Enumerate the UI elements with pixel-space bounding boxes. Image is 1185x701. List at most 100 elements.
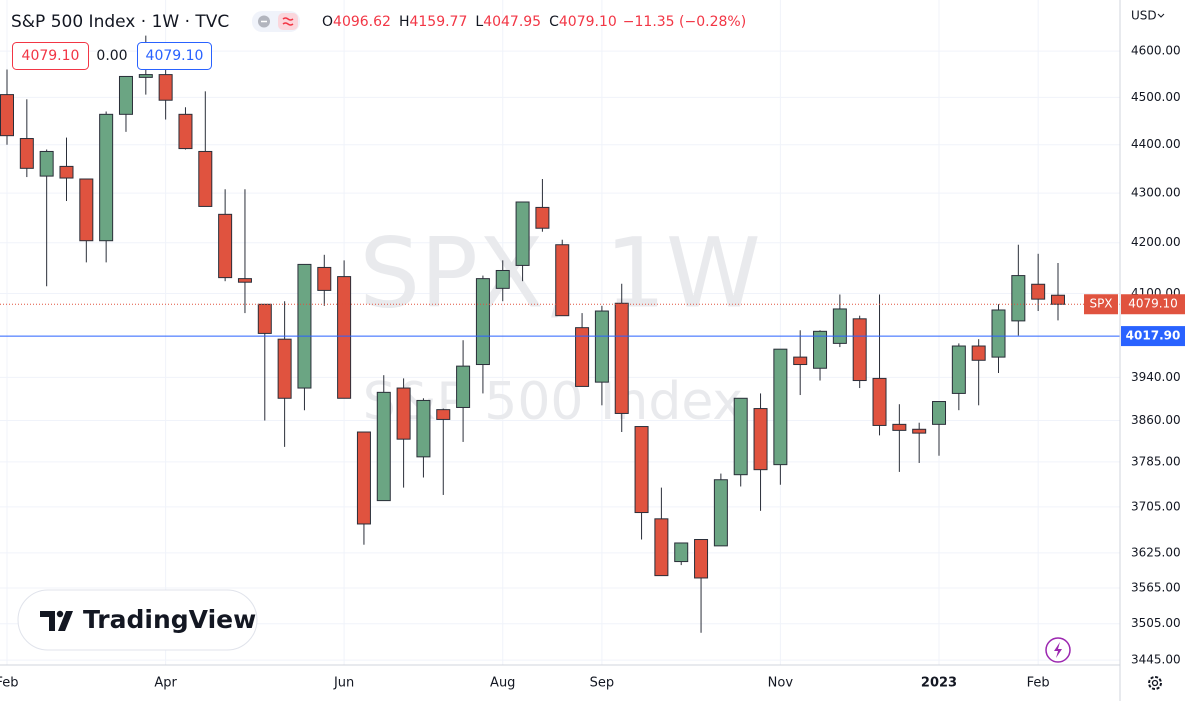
x-tick-label: Jun — [333, 676, 354, 691]
candle-body — [218, 213, 233, 279]
candle-body — [932, 401, 947, 425]
plot — [0, 35, 1120, 633]
x-tick-label: Feb — [0, 676, 19, 691]
x-tick-label: Aug — [490, 676, 515, 691]
candle-body — [654, 518, 669, 577]
candle-body — [515, 201, 530, 266]
candle-body — [852, 318, 867, 382]
candle-body — [535, 206, 550, 229]
candle-body — [832, 308, 847, 344]
price-box-text: 0.00 — [96, 48, 127, 64]
candle-body — [118, 75, 133, 115]
currency[interactable]: USD — [1131, 9, 1157, 23]
candle-body — [733, 397, 748, 476]
candle-body — [614, 302, 629, 414]
y-tick-label: 4300.00 — [1131, 186, 1181, 200]
candle-body — [1050, 294, 1065, 305]
candle-body — [773, 348, 788, 466]
candle-body — [436, 409, 451, 420]
candle-body — [912, 428, 927, 434]
wave-icon[interactable] — [278, 13, 298, 30]
ohlc-key: O — [322, 14, 333, 30]
candle-body — [495, 269, 510, 289]
candle-body — [158, 74, 173, 101]
y-tick-label: 4600.00 — [1131, 44, 1181, 58]
y-tick-label: 3785.00 — [1131, 454, 1181, 468]
y-tick-label: 3940.00 — [1131, 370, 1181, 384]
candle-body — [396, 387, 411, 440]
candle-body — [1031, 283, 1046, 300]
ohlc-legend: O4096.62 H4159.77 L4047.95 C4079.10 −11.35 (… — [322, 14, 746, 30]
candle-body — [892, 423, 907, 431]
candle-body — [257, 303, 272, 334]
candle-body — [753, 408, 768, 471]
axes: 4600.004500.004400.004300.004200.004100.… — [0, 44, 1185, 691]
candle-body — [971, 345, 986, 361]
candle-body — [317, 266, 332, 291]
candle-body — [198, 150, 213, 207]
logo-glyph — [40, 611, 73, 631]
logo-text: TradingView — [83, 605, 256, 634]
candle-body — [277, 338, 292, 399]
y-tick-label: 3565.00 — [1131, 580, 1181, 594]
x-tick-label: Feb — [1027, 676, 1050, 691]
candle-body — [793, 356, 808, 366]
candle-body — [356, 431, 371, 525]
candle-body — [376, 391, 391, 502]
candle-body — [416, 399, 431, 458]
candle-body — [237, 278, 252, 283]
wave-glyph — [282, 17, 294, 26]
symbol-tag-label: SPX — [1089, 297, 1112, 311]
y-tick-label: 3445.00 — [1131, 653, 1181, 667]
y-tick-label: 4500.00 — [1131, 90, 1181, 104]
x-tick-label: Nov — [768, 676, 794, 691]
candle-body — [634, 426, 649, 514]
chart-title: S&P 500 Index · 1W · TVC — [11, 12, 229, 32]
candle-body — [575, 327, 590, 387]
candle-body — [0, 94, 14, 137]
logo-dot — [56, 610, 64, 618]
ohlc-value: 4096.62 — [333, 14, 391, 30]
ohlc-value: 4079.10 — [559, 14, 617, 30]
candle-body — [594, 310, 609, 383]
candle-body — [951, 345, 966, 394]
candle-body — [178, 113, 193, 150]
candle-body — [297, 263, 312, 389]
price-box[interactable] — [12, 42, 89, 70]
y-tick-label: 3705.00 — [1131, 499, 1181, 513]
candle-body — [456, 365, 471, 408]
y-tick-label: 3505.00 — [1131, 616, 1181, 630]
candle-body — [991, 309, 1006, 358]
x-tick-label: Apr — [154, 676, 177, 691]
candle-body — [79, 178, 94, 242]
logo-badge[interactable] — [17, 589, 258, 651]
settings-center — [1151, 679, 1159, 687]
candle-body — [39, 150, 54, 177]
ohlc-key: C — [549, 14, 559, 30]
y-tick-label: 4200.00 — [1131, 235, 1181, 249]
candle-body — [475, 278, 490, 366]
price-line-label: 4017.90 — [1126, 329, 1181, 343]
x-tick-label: 2023 — [921, 676, 957, 691]
last-price-label: 4079.10 — [1128, 297, 1178, 311]
ohlc-value: 4047.95 — [483, 14, 541, 30]
currency-chevron — [1157, 13, 1165, 18]
ohlc-change: −11.35 (−0.28%) — [623, 14, 746, 30]
y-tick-label: 4400.00 — [1131, 137, 1181, 151]
price-line-tag — [1121, 326, 1185, 347]
alert-glyph — [1054, 642, 1062, 658]
candle-body — [99, 113, 114, 242]
candle-body — [138, 74, 153, 78]
candle-body — [1011, 275, 1026, 322]
price-box[interactable] — [137, 42, 212, 70]
last-price-tag — [1121, 294, 1185, 315]
candle-body — [813, 330, 828, 369]
candle-body — [19, 138, 34, 169]
candle-body — [59, 165, 74, 179]
settings-icon[interactable] — [1148, 676, 1162, 690]
price-box-text: 4079.10 — [146, 48, 204, 64]
x-tick-label: Sep — [590, 676, 615, 691]
ohlc-value: 4159.77 — [409, 14, 467, 30]
